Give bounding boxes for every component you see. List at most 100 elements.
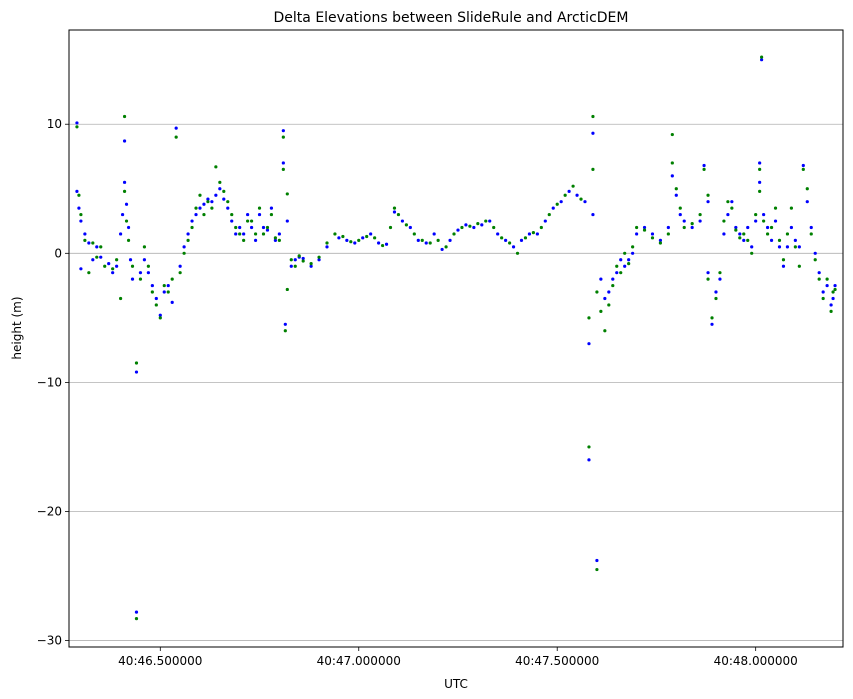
data-point [551, 206, 555, 210]
x-tick-label: 40:47.500000 [515, 654, 599, 668]
data-point [210, 206, 214, 210]
data-point [765, 225, 770, 230]
data-point [138, 271, 143, 275]
data-point [627, 262, 631, 266]
data-point [682, 219, 686, 223]
data-point [249, 225, 254, 230]
data-point [79, 219, 83, 223]
data-point [746, 238, 750, 242]
data-point [392, 210, 397, 214]
data-point [750, 245, 754, 249]
data-point [246, 219, 250, 223]
data-point [777, 245, 782, 249]
gridlines [69, 123, 843, 641]
y-tick-label: 10 [47, 117, 62, 131]
data-point [194, 212, 198, 217]
data-point [718, 271, 722, 275]
data-point [619, 271, 623, 275]
data-point [261, 225, 266, 230]
data-point [138, 277, 143, 281]
data-point [698, 212, 702, 217]
data-point [134, 610, 139, 614]
data-point [412, 232, 416, 236]
data-point [507, 241, 512, 245]
data-point [658, 241, 663, 245]
data-point [738, 232, 742, 236]
data-point [178, 271, 182, 275]
data-point [797, 264, 801, 268]
data-point [190, 225, 194, 230]
data-point [396, 212, 401, 217]
data-point [77, 206, 81, 210]
data-point [476, 222, 480, 226]
data-point [119, 296, 123, 301]
data-point [95, 255, 99, 259]
data-point [154, 296, 158, 301]
data-point [134, 370, 139, 374]
data-point [380, 243, 385, 248]
data-point [825, 277, 829, 281]
data-point [627, 258, 631, 262]
data-point [234, 232, 238, 236]
data-point [202, 212, 206, 217]
data-point [754, 219, 758, 223]
data-point [829, 303, 833, 307]
data-point [464, 223, 468, 227]
data-point [635, 232, 639, 236]
data-point [325, 245, 329, 249]
data-point [134, 617, 139, 621]
data-point [642, 225, 647, 230]
data-point [154, 303, 158, 307]
data-point [547, 212, 551, 217]
data-point [277, 232, 281, 236]
data-point [182, 251, 186, 255]
data-point [242, 232, 246, 236]
data-point [611, 277, 615, 281]
data-point [420, 238, 424, 242]
data-point [337, 236, 341, 240]
data-point [186, 232, 190, 236]
data-point [130, 277, 135, 281]
data-point [555, 202, 559, 206]
data-point [833, 287, 837, 292]
data-point [738, 236, 742, 240]
data-point [130, 264, 135, 268]
data-point [77, 193, 81, 197]
data-point [111, 267, 115, 271]
data-point [273, 236, 277, 240]
data-point [285, 287, 289, 292]
data-point [301, 259, 305, 263]
y-tick-label: −30 [37, 634, 62, 648]
data-point [202, 202, 206, 206]
data-point [765, 232, 770, 236]
data-point [178, 264, 182, 268]
data-point [480, 223, 484, 227]
data-point [623, 251, 627, 255]
data-point [126, 238, 131, 242]
data-point [670, 161, 674, 165]
data-point [742, 238, 746, 242]
data-point [658, 238, 663, 242]
data-point [309, 264, 313, 268]
data-point [293, 264, 297, 268]
data-point [146, 271, 150, 275]
data-point [777, 238, 782, 242]
data-point [726, 200, 730, 204]
data-point [758, 180, 762, 184]
data-point [174, 126, 178, 130]
data-point [122, 189, 127, 193]
data-point [587, 342, 591, 346]
data-point [730, 200, 734, 204]
x-axis: 40:46.500000 40:47.000000 40:47.500000 40:4… [118, 647, 798, 668]
data-point [79, 267, 83, 271]
data-point [283, 322, 287, 326]
data-point [210, 200, 214, 204]
chart-title: Delta Elevations between SlideRule and A… [274, 10, 629, 26]
data-point [158, 313, 162, 317]
data-point [107, 262, 111, 266]
data-point [150, 283, 154, 288]
data-point [281, 129, 285, 133]
data-point [650, 232, 655, 236]
data-point [793, 245, 797, 249]
data-point [504, 238, 508, 242]
